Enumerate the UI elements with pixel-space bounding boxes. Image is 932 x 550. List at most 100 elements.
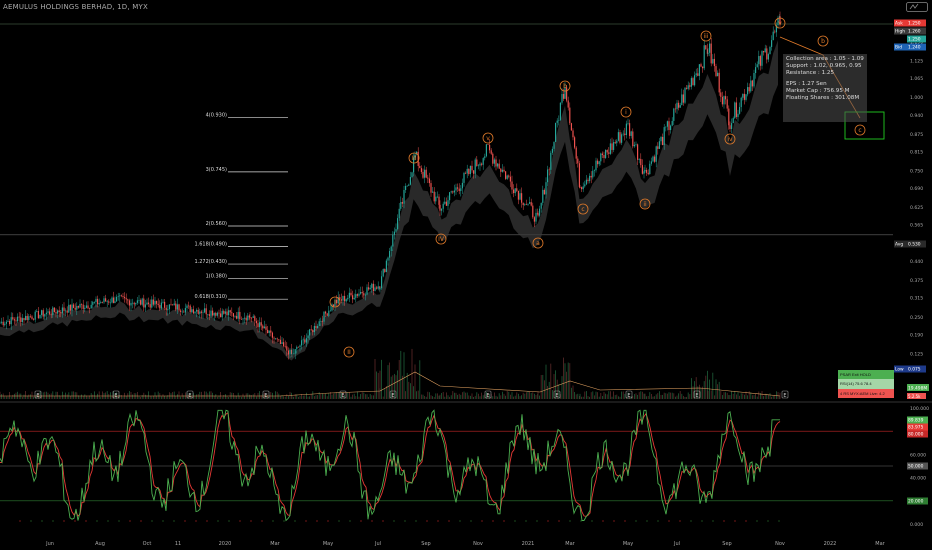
candle-body: [458, 188, 460, 192]
candle-body: [103, 298, 105, 303]
support-cloud: [0, 40, 778, 361]
volume-bar: [14, 393, 15, 399]
volume-bar: [482, 395, 484, 399]
candle-body: [601, 153, 603, 155]
candle-body: [720, 92, 722, 97]
volume-bar: [444, 396, 446, 399]
candle-body: [650, 161, 652, 164]
volume-bar: [365, 394, 366, 399]
candle-body: [100, 302, 102, 303]
volume-bar: [183, 395, 185, 399]
volume-bar: [774, 394, 776, 399]
volume-bar: [561, 376, 563, 399]
candle-body: [545, 182, 547, 195]
volume-bar: [668, 392, 670, 399]
volume-bar: [146, 395, 148, 399]
high-tag-value-bg: [907, 27, 926, 35]
wave-label: I: [334, 299, 336, 306]
volume-bar: [25, 391, 26, 399]
earnings-label: E: [783, 393, 786, 399]
osc-signal-dot: [459, 520, 461, 522]
volume-bar: [197, 393, 199, 399]
volume-bar: [513, 396, 514, 399]
volume-bar: [605, 393, 606, 399]
candle-body: [114, 301, 116, 303]
volume-bar: [387, 365, 389, 399]
osc-ob-tag-bg: [907, 430, 928, 438]
osc-signal-dot: [426, 520, 428, 522]
candle-body: [257, 323, 259, 328]
volume-bar: [600, 393, 602, 399]
earnings-marker: [693, 390, 701, 399]
info-floating-shares: Floating Shares : 301.08M: [786, 95, 860, 101]
volume-bar: [739, 395, 740, 399]
volume-bar: [413, 386, 414, 399]
candle-body: [670, 125, 672, 131]
candle-body: [45, 312, 47, 315]
bid-tag-label: Bid: [895, 45, 902, 51]
candle-body: [237, 311, 239, 319]
volume-bar: [709, 379, 710, 399]
candle-body: [774, 31, 776, 33]
volume-bar: [371, 395, 373, 399]
candle-body: [204, 308, 206, 313]
candle-body: [340, 299, 342, 301]
osc-signal-dot: [767, 520, 769, 522]
candle-body: [524, 204, 526, 206]
volume-bar: [450, 395, 452, 399]
volume-bar: [89, 395, 90, 399]
candle-body: [220, 313, 222, 318]
candle-body: [186, 305, 188, 309]
volume-bar: [514, 395, 516, 399]
candle-body: [542, 189, 544, 203]
candle-body: [640, 158, 642, 166]
candle-body: [184, 308, 186, 313]
volume-bar: [381, 359, 382, 399]
volume-bar: [360, 394, 361, 399]
candle-body: [740, 97, 742, 108]
volume-bar: [125, 395, 127, 399]
candle-body: [333, 304, 335, 307]
candle-body: [441, 208, 443, 211]
osc-signal-dot: [591, 520, 593, 522]
volume-bar: [602, 396, 603, 399]
candle-body: [28, 316, 30, 321]
candle-body: [450, 191, 452, 193]
candle-body: [63, 307, 65, 311]
wave-label: v: [778, 20, 782, 27]
candle-body: [690, 78, 692, 87]
fib-level-label: 4(0.930): [206, 113, 227, 119]
candle-body: [271, 332, 273, 338]
candle-body: [109, 302, 111, 304]
candle-body: [430, 183, 432, 193]
candle-body: [283, 342, 285, 347]
volume-bar: [44, 391, 46, 399]
candle-body: [561, 94, 563, 103]
volume-bar: [280, 395, 281, 399]
candle-body: [509, 176, 511, 182]
candle-body: [668, 121, 670, 131]
price-tick-label: 1.125: [910, 59, 923, 65]
candle-body: [180, 310, 182, 312]
volume-ma-line: [0, 371, 781, 397]
volume-bar: [563, 357, 564, 399]
volume-bar: [49, 394, 50, 399]
volume-bar: [331, 394, 333, 399]
wave-label: ii: [643, 201, 647, 208]
candle-body: [611, 143, 613, 150]
candle-body: [548, 169, 550, 171]
volume-bar: [437, 393, 438, 399]
volume-bar: [145, 394, 146, 399]
volume-bar: [267, 394, 268, 399]
candle-body: [678, 102, 680, 108]
volume-bar: [521, 395, 522, 399]
volume-bar: [74, 392, 76, 399]
volume-bar: [564, 363, 566, 399]
candle-body: [213, 312, 215, 316]
candle-body: [18, 316, 20, 318]
candle-body: [493, 159, 495, 164]
candle-body: [460, 188, 462, 192]
volume-bar: [697, 386, 699, 399]
volume-bar: [748, 391, 750, 399]
